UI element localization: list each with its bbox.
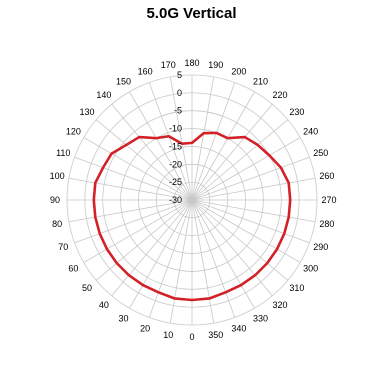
angle-tick-label: 20	[140, 324, 150, 334]
angle-tick-label: 60	[68, 264, 78, 274]
grid-spoke	[191, 137, 301, 201]
angle-tick-label: 40	[99, 300, 109, 310]
grid-spoke	[191, 103, 273, 201]
chart-title: 5.0G Vertical	[146, 5, 237, 22]
angle-tick-label: 120	[66, 127, 81, 137]
angle-tick-label: 190	[208, 60, 223, 70]
grid-spoke	[191, 199, 301, 263]
grid-spoke	[191, 119, 289, 201]
angle-tick-label: 280	[319, 219, 334, 229]
grid-spoke	[169, 76, 193, 201]
angle-tick-label: 110	[56, 148, 70, 158]
grid-spoke	[148, 199, 193, 318]
grid-spoke	[191, 82, 236, 201]
angle-tick-label: 80	[52, 219, 62, 229]
angle-tick-label: 10	[163, 330, 173, 340]
grid-spoke	[191, 76, 215, 201]
angle-tick-label: 90	[50, 195, 60, 205]
angle-tick-label: 240	[303, 127, 318, 137]
radial-tick-label: -20	[169, 159, 182, 169]
angle-tick-label: 300	[303, 264, 318, 274]
angle-tick-label: 100	[50, 171, 65, 181]
grid-spoke	[68, 177, 193, 201]
grid-spoke	[68, 199, 193, 223]
grid-spoke	[191, 156, 310, 201]
grid-spoke	[74, 199, 193, 244]
angle-tick-label: 350	[208, 330, 223, 340]
grid-spoke	[191, 199, 289, 281]
angle-tick-label: 260	[319, 171, 334, 181]
angle-tick-label: 0	[189, 332, 194, 342]
angle-tick-label: 170	[161, 60, 176, 70]
angle-tick-label: 290	[313, 242, 328, 252]
grid-spoke	[95, 119, 193, 201]
angle-tick-label: 50	[82, 283, 92, 293]
grid-spoke	[111, 103, 193, 201]
angle-tick-label: 270	[321, 195, 336, 205]
grid-spoke	[83, 137, 193, 201]
radial-tick-label: -25	[169, 177, 182, 187]
grid-spoke	[74, 156, 193, 201]
radial-tick-label: 5	[177, 70, 182, 80]
grid-spoke	[191, 199, 310, 244]
angle-tick-label: 310	[289, 283, 304, 293]
radial-tick-label: -5	[174, 106, 182, 116]
grid-spoke	[83, 199, 193, 263]
grid-spoke	[95, 199, 193, 281]
radial-tick-label: -30	[169, 195, 182, 205]
angle-tick-label: 150	[116, 76, 131, 86]
grid-spoke	[191, 199, 273, 297]
radial-tick-label: -10	[169, 124, 182, 134]
angle-tick-label: 320	[273, 300, 288, 310]
grid-spoke	[191, 199, 236, 318]
angle-tick-label: 140	[96, 90, 111, 100]
radial-tick-label: 0	[177, 88, 182, 98]
angle-tick-label: 330	[253, 314, 268, 324]
angle-tick-label: 180	[184, 58, 199, 68]
angle-tick-label: 230	[289, 107, 304, 117]
grid-spoke	[129, 91, 193, 201]
radial-tick-label: -15	[169, 141, 182, 151]
angle-tick-label: 340	[231, 324, 246, 334]
grid-spoke	[129, 199, 193, 309]
angle-tick-label: 30	[118, 314, 128, 324]
angle-tick-label: 250	[313, 148, 328, 158]
angle-tick-label: 130	[80, 107, 95, 117]
angle-tick-label: 200	[231, 66, 246, 76]
grid-spoke	[191, 91, 255, 201]
grid-spoke	[191, 199, 316, 223]
angle-tick-label: 220	[273, 90, 288, 100]
grid-spoke	[191, 199, 255, 309]
grid-spoke	[111, 199, 193, 297]
grid-spoke	[191, 199, 215, 324]
series-line	[92, 131, 292, 302]
grid-spoke	[148, 82, 193, 201]
angle-tick-label: 160	[138, 66, 153, 76]
angle-tick-label: 210	[253, 76, 268, 86]
grid-spoke	[191, 177, 316, 201]
angle-tick-label: 70	[58, 242, 68, 252]
grid-spoke	[169, 199, 193, 324]
